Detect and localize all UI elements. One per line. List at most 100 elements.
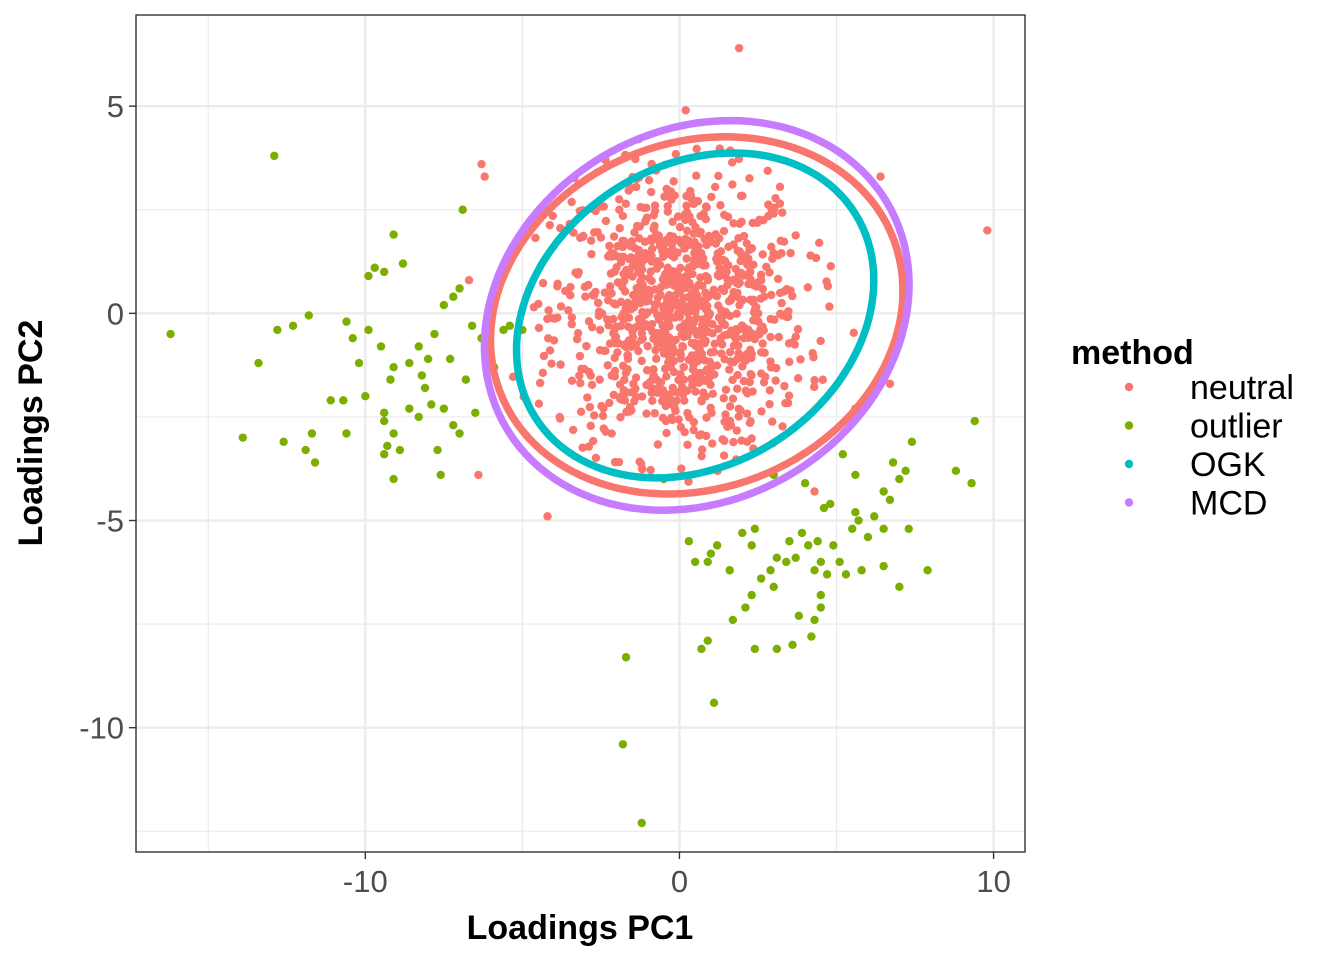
point-neutral <box>728 394 738 403</box>
point-neutral <box>676 263 685 273</box>
point-neutral <box>616 392 625 402</box>
point-neutral <box>663 312 672 321</box>
point-outlier <box>379 408 389 417</box>
point-outlier <box>389 230 398 239</box>
point-neutral <box>616 321 625 331</box>
point-outlier <box>361 392 370 401</box>
point-outlier <box>728 615 738 625</box>
point-neutral <box>647 388 656 398</box>
point-neutral <box>661 269 670 279</box>
point-neutral <box>545 220 555 230</box>
point-outlier <box>904 524 913 534</box>
point-neutral <box>708 439 717 448</box>
point-neutral <box>690 237 699 247</box>
point-neutral <box>684 477 693 486</box>
point-neutral <box>706 380 715 389</box>
point-neutral <box>543 334 553 343</box>
point-outlier <box>433 445 442 455</box>
point-neutral <box>673 270 682 279</box>
point-neutral <box>630 290 640 299</box>
point-neutral <box>642 366 652 375</box>
point-neutral <box>644 274 654 283</box>
point-neutral <box>680 396 689 405</box>
point-outlier <box>238 433 248 442</box>
point-neutral <box>631 373 641 382</box>
point-neutral <box>823 281 833 291</box>
point-neutral <box>635 457 644 466</box>
point-neutral <box>720 256 730 266</box>
point-neutral <box>683 440 692 450</box>
point-outlier <box>364 271 373 281</box>
point-neutral <box>778 311 787 320</box>
point-neutral <box>654 231 664 241</box>
point-neutral <box>582 341 591 351</box>
point-neutral <box>477 159 486 169</box>
point-neutral <box>768 254 777 263</box>
point-neutral <box>754 317 763 326</box>
point-outlier <box>747 541 756 550</box>
point-neutral <box>739 376 749 386</box>
point-neutral <box>706 348 716 357</box>
point-neutral <box>714 324 723 334</box>
point-outlier <box>785 537 794 546</box>
point-outlier <box>772 644 782 654</box>
point-outlier <box>816 557 826 567</box>
point-outlier <box>854 516 863 525</box>
point-neutral <box>673 212 683 221</box>
point-neutral <box>624 254 634 264</box>
point-neutral <box>534 299 543 309</box>
point-outlier <box>907 437 917 446</box>
point-neutral <box>761 372 770 382</box>
point-neutral <box>605 282 615 291</box>
point-outlier <box>888 458 898 467</box>
point-neutral <box>712 361 722 370</box>
point-neutral <box>697 395 706 405</box>
point-neutral <box>732 278 741 288</box>
legend-key-MCD <box>1124 498 1134 507</box>
point-neutral <box>627 388 636 397</box>
point-neutral <box>688 365 698 374</box>
point-neutral <box>538 368 548 378</box>
point-neutral <box>583 393 592 402</box>
point-neutral <box>603 315 612 324</box>
point-neutral <box>545 346 555 355</box>
point-neutral <box>666 250 676 260</box>
point-neutral <box>746 417 755 426</box>
point-outlier <box>288 321 298 330</box>
y-axis-ticks: 5 0 -5 -10 <box>79 89 136 746</box>
point-neutral <box>733 246 742 255</box>
point-outlier <box>379 267 389 277</box>
point-neutral <box>713 271 723 280</box>
point-outlier <box>423 354 433 364</box>
point-neutral <box>749 260 758 269</box>
point-neutral <box>576 233 585 242</box>
ellipse-neutral <box>486 133 907 498</box>
point-neutral <box>615 224 624 233</box>
point-outlier <box>389 474 398 484</box>
point-neutral <box>676 350 685 359</box>
point-neutral <box>659 327 668 337</box>
point-neutral <box>825 302 834 311</box>
point-neutral <box>611 338 620 348</box>
point-outlier <box>804 541 813 550</box>
point-outlier <box>895 582 904 592</box>
point-neutral <box>594 311 604 320</box>
point-neutral <box>564 306 573 315</box>
point-neutral <box>595 375 604 384</box>
point-neutral <box>609 232 619 241</box>
point-neutral <box>689 418 699 427</box>
point-outlier <box>738 528 747 538</box>
point-neutral <box>590 411 599 420</box>
point-neutral <box>668 415 677 425</box>
point-neutral <box>611 300 621 309</box>
point-neutral <box>671 149 681 159</box>
x-tick-label: 10 <box>976 864 1010 899</box>
point-outlier <box>835 557 844 567</box>
point-neutral <box>729 437 738 447</box>
point-neutral <box>584 367 594 377</box>
point-neutral <box>735 219 744 228</box>
point-outlier <box>379 416 389 426</box>
point-neutral <box>576 378 585 388</box>
point-neutral <box>636 277 645 286</box>
point-neutral <box>630 228 639 237</box>
